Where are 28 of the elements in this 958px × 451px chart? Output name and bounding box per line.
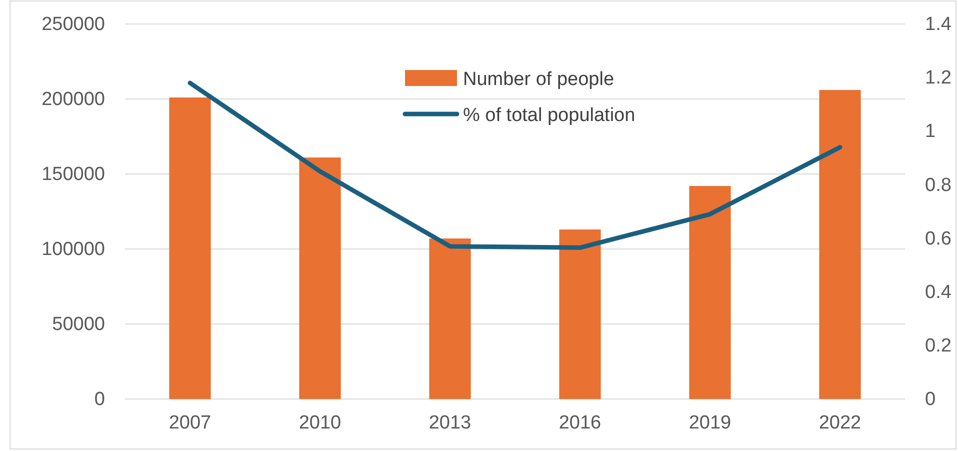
y2-tick-label: 0.8 <box>925 174 952 196</box>
y-tick-label: 200000 <box>42 89 105 110</box>
x-tick-label: 2013 <box>428 412 472 434</box>
legend-label: Number of people <box>463 69 614 90</box>
bar <box>429 238 471 399</box>
bar <box>819 90 861 399</box>
y-tick-label: 50000 <box>52 314 105 336</box>
x-tick-label: 2022 <box>818 412 862 434</box>
y2-tick-label: 1.4 <box>925 14 952 36</box>
bar <box>689 186 731 399</box>
y-tick-label: 100000 <box>42 239 105 260</box>
legend-label: % of total population <box>463 105 636 126</box>
y2-tick-label: 0 <box>925 389 936 410</box>
y2-tick-label: 0.4 <box>925 282 952 303</box>
bar <box>559 230 601 399</box>
x-tick-label: 2016 <box>558 412 602 434</box>
y-tick-label: 150000 <box>42 164 105 186</box>
bar <box>169 98 211 399</box>
y2-tick-label: 1 <box>925 121 936 142</box>
y2-tick-label: 1.2 <box>925 68 952 89</box>
x-tick-label: 2019 <box>688 412 732 434</box>
y-tick-label: 0 <box>94 389 105 410</box>
y-tick-label: 250000 <box>42 14 105 36</box>
y2-tick-label: 0.6 <box>925 228 952 250</box>
x-tick-label: 2010 <box>298 412 342 434</box>
y2-tick-label: 0.2 <box>925 336 952 357</box>
bar <box>299 158 341 399</box>
x-tick-label: 2007 <box>168 412 212 434</box>
